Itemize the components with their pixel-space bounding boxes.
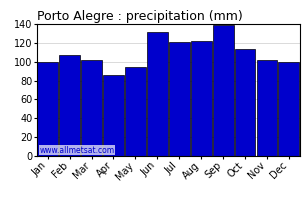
Text: Porto Alegre : precipitation (mm): Porto Alegre : precipitation (mm) xyxy=(37,10,242,23)
Bar xyxy=(59,55,80,156)
Bar xyxy=(256,60,278,156)
Bar xyxy=(81,60,102,156)
Text: www.allmetsat.com: www.allmetsat.com xyxy=(39,146,114,155)
Bar xyxy=(125,67,146,156)
Bar xyxy=(235,49,256,156)
Bar xyxy=(37,62,58,156)
Bar xyxy=(191,41,212,156)
Bar xyxy=(103,75,124,156)
Bar xyxy=(147,32,168,156)
Bar xyxy=(213,25,233,156)
Bar xyxy=(169,42,190,156)
Bar xyxy=(278,62,299,156)
